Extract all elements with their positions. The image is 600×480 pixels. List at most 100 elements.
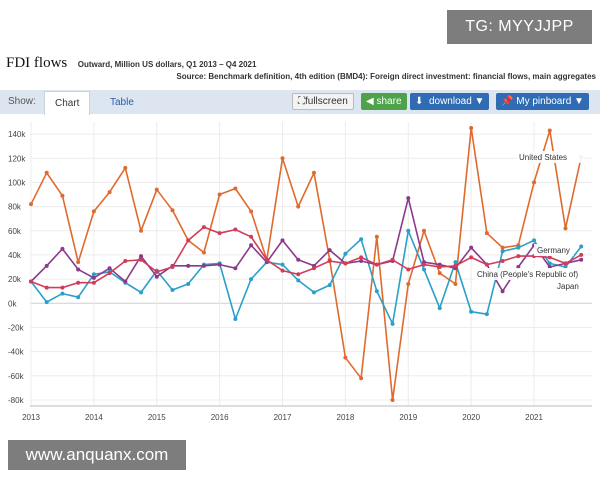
data-point <box>233 266 238 271</box>
data-point <box>484 312 489 317</box>
data-point <box>91 209 96 214</box>
data-point <box>453 281 458 286</box>
data-point <box>532 238 537 243</box>
data-point <box>516 254 521 259</box>
data-point <box>139 290 144 295</box>
label-united-states-bg <box>516 151 585 163</box>
chart-area: -80k -60k -40k -20k 0k 20k 40k 60k 80k 100k 120k 14… <box>0 114 600 434</box>
data-point <box>154 187 159 192</box>
data-point <box>296 278 301 283</box>
data-point <box>343 261 348 266</box>
data-point <box>500 245 505 250</box>
data-point <box>76 295 81 300</box>
data-point <box>44 263 49 268</box>
data-point <box>453 260 458 265</box>
data-point <box>123 258 128 263</box>
data-point <box>437 265 442 270</box>
fullscreen-icon: ⛶ <box>298 96 305 107</box>
source-note: Source: Benchmark definition, 4th editio… <box>176 72 596 81</box>
data-point <box>201 225 206 230</box>
data-point <box>249 209 254 214</box>
data-point <box>390 321 395 326</box>
label-united-states: United States <box>516 151 585 163</box>
data-point <box>327 258 332 263</box>
toolbar: Show: Chart Table ⛶fullscreen ◀ share ⬇ … <box>0 90 600 115</box>
data-point <box>296 257 301 262</box>
data-point <box>139 254 144 259</box>
x-tick-label: 2016 <box>211 413 229 422</box>
data-point <box>296 204 301 209</box>
data-point <box>44 170 49 175</box>
x-tick-label: 2013 <box>22 413 40 422</box>
data-point <box>249 243 254 248</box>
chevron-down-icon: ▼ <box>574 96 584 107</box>
share-button[interactable]: ◀ share <box>361 93 407 110</box>
data-point <box>484 231 489 236</box>
data-point <box>327 248 332 253</box>
data-point <box>469 255 474 260</box>
data-point <box>579 252 584 257</box>
data-point <box>406 228 411 233</box>
page-title: FDI flows <box>6 55 68 71</box>
data-point <box>217 262 222 267</box>
data-point <box>547 128 552 133</box>
data-point <box>532 180 537 185</box>
share-icon: ◀ <box>366 96 374 107</box>
y-tick-label: -20k <box>8 323 25 332</box>
chart-header: FDI flows Outward, Million US dollars, Q… <box>6 54 256 72</box>
data-point <box>280 238 285 243</box>
y-tick-label: 120k <box>8 154 26 163</box>
data-point <box>579 257 584 262</box>
data-point <box>390 257 395 262</box>
y-tick-label: 0k <box>8 299 17 308</box>
x-tick-label: 2014 <box>85 413 103 422</box>
y-tick-label: -80k <box>8 396 25 405</box>
data-point <box>29 202 33 207</box>
label-germany: Germany <box>534 244 574 256</box>
y-tick-label: 140k <box>8 130 26 139</box>
pinboard-button[interactable]: 📌 My pinboard ▼ <box>496 93 589 110</box>
download-label: download <box>428 96 472 107</box>
label-germany-text: Germany <box>537 246 570 255</box>
fullscreen-button[interactable]: ⛶fullscreen <box>292 93 354 110</box>
y-tick-label: -60k <box>8 372 25 381</box>
data-point <box>422 262 426 267</box>
data-point <box>91 280 96 285</box>
y-tick-label: 100k <box>8 178 26 187</box>
data-point <box>311 290 316 295</box>
data-point <box>91 275 96 280</box>
data-point <box>76 280 81 285</box>
data-point <box>233 186 238 191</box>
pinboard-label: My pinboard <box>516 96 572 107</box>
data-point <box>359 376 364 381</box>
data-point <box>359 258 364 263</box>
data-point <box>76 260 81 265</box>
label-china-text: China (People's Republic of) <box>477 270 578 279</box>
data-point <box>249 234 254 239</box>
series-line-3 <box>30 226 582 289</box>
tab-table[interactable]: Table <box>110 97 134 108</box>
data-point <box>201 263 206 268</box>
data-point <box>60 246 65 251</box>
x-tick-label: 2018 <box>337 413 355 422</box>
label-china-bg <box>474 268 600 280</box>
download-button[interactable]: ⬇ download ▼ <box>410 93 490 110</box>
y-tick-label: -40k <box>8 348 25 357</box>
data-point <box>500 249 505 254</box>
data-point <box>280 156 285 161</box>
data-point <box>437 306 442 311</box>
y-tick-label: 20k <box>8 275 22 284</box>
tab-chart[interactable]: Chart <box>44 91 91 115</box>
data-point <box>406 196 411 201</box>
data-point <box>139 257 144 262</box>
data-point <box>484 262 489 267</box>
label-germany-bg <box>534 244 574 256</box>
data-point <box>311 266 316 271</box>
data-point <box>186 263 191 268</box>
data-point <box>563 261 568 266</box>
watermark-top: TG: MYYJJPP <box>447 10 592 44</box>
data-point <box>359 237 364 242</box>
data-point <box>469 245 474 250</box>
x-tick-label: 2017 <box>274 413 292 422</box>
data-point <box>500 289 505 294</box>
